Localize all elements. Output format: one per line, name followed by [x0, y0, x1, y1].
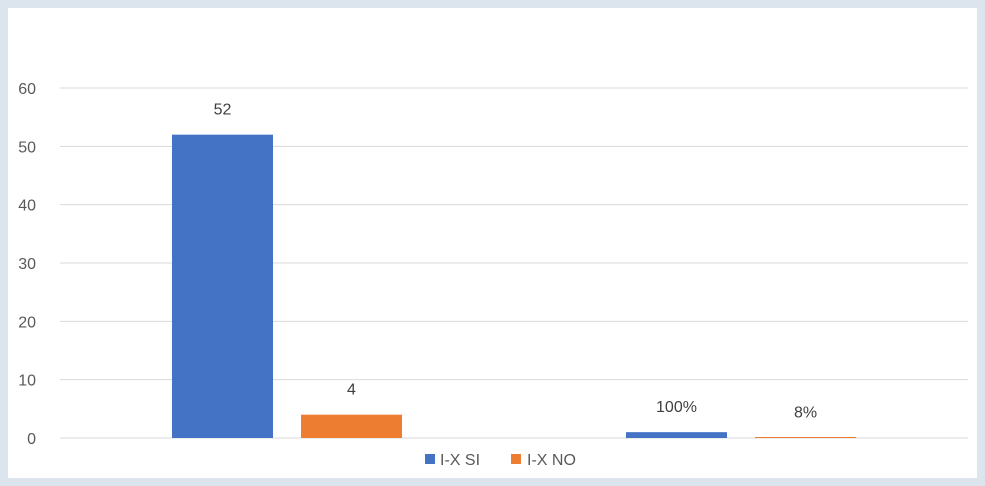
legend-label-series-1: I-X SI	[440, 452, 480, 469]
data-label: 8%	[794, 405, 817, 422]
bar	[301, 414, 402, 438]
legend-swatch-series-1	[425, 454, 435, 464]
y-tick-label: 0	[27, 431, 36, 448]
data-label: 100%	[656, 399, 697, 416]
y-tick-label: 30	[18, 256, 36, 273]
data-label: 4	[347, 382, 356, 399]
y-tick-label: 60	[18, 81, 36, 98]
y-tick-label: 50	[18, 139, 36, 156]
y-axis-tick-labels: 0 10 20 30 40 50 60	[18, 81, 36, 448]
bar	[626, 432, 727, 438]
legend-swatch-series-2	[511, 454, 521, 464]
y-tick-label: 10	[18, 373, 36, 390]
bars	[172, 134, 856, 438]
y-tick-label: 20	[18, 314, 36, 331]
bar	[755, 437, 856, 438]
legend: I-X SI I-X NO	[425, 452, 576, 469]
data-labels: 52 100% 4 8%	[214, 102, 817, 422]
y-tick-label: 40	[18, 198, 36, 215]
data-label: 52	[214, 102, 232, 119]
bar	[172, 134, 273, 438]
chart-panel	[8, 8, 977, 478]
legend-label-series-2: I-X NO	[527, 452, 576, 469]
